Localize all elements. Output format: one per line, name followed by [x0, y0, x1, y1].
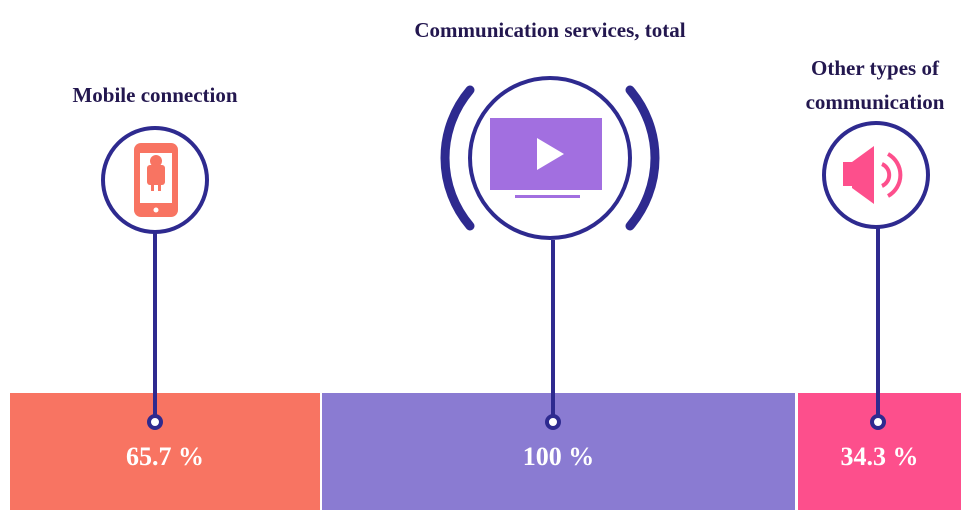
screen-icon — [490, 118, 602, 198]
connectors — [101, 76, 930, 430]
total-block: 100 % — [322, 393, 795, 510]
mobile-label: Mobile connection — [72, 83, 238, 107]
other-label: Other types of communication — [805, 56, 945, 114]
speaker-icon — [843, 146, 903, 204]
total-label: Communication services, total — [414, 18, 686, 42]
other-percent: 34.3 % — [840, 441, 919, 471]
mobile-dot — [147, 414, 163, 430]
other-dot — [870, 414, 886, 430]
total-arc-left — [440, 85, 475, 231]
total-dot — [545, 414, 561, 430]
mobile-block: 65.7 % — [10, 393, 320, 510]
phone-icon — [134, 143, 178, 217]
total-ring — [468, 76, 632, 240]
total-arc-right — [625, 85, 660, 231]
mobile-ring — [101, 126, 209, 234]
other-ring — [822, 121, 930, 229]
mobile-percent: 65.7 % — [126, 441, 204, 471]
total-percent: 100 % — [522, 441, 595, 471]
